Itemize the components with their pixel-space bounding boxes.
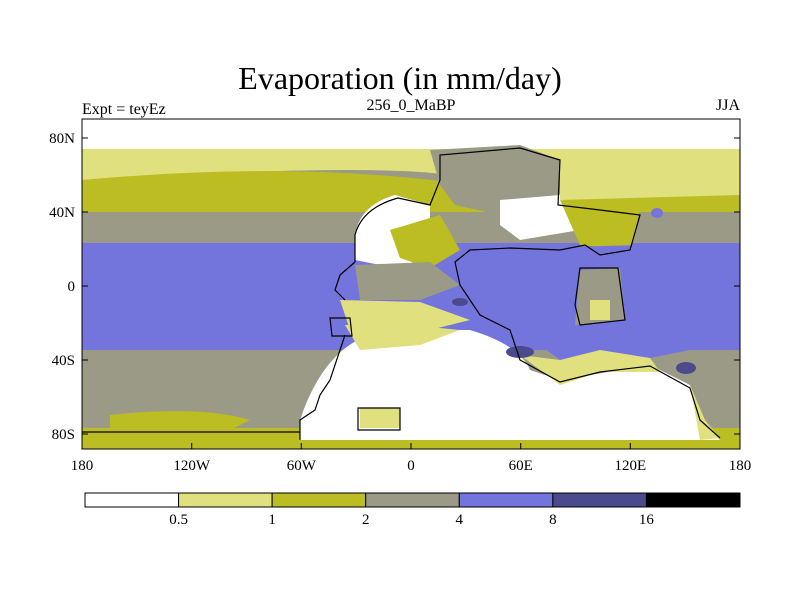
colorbar-swatch: [178, 492, 273, 508]
x-tick-label: 60W: [287, 458, 317, 474]
colorbar-label: 4: [456, 512, 464, 528]
colorbar-swatch: [458, 492, 554, 508]
period-label: 256_0_MaBP: [366, 97, 456, 114]
colorbar-label: 0.5: [169, 512, 188, 528]
y-axis-ticks: [82, 137, 740, 435]
colorbar-swatch: [271, 492, 367, 508]
colorbar-swatch: [645, 492, 741, 508]
y-tick-label: 80S: [52, 427, 75, 443]
colorbar-label: 2: [362, 512, 370, 528]
experiment-label: Expt = teyEz: [82, 101, 166, 118]
x-axis-ticks: [81, 443, 741, 449]
x-tick-label: 180: [71, 458, 94, 474]
x-tick-label: 0: [407, 458, 415, 474]
colorbar: 0.5 1 2 4 8 16: [84, 492, 741, 528]
season-label: JJA: [715, 97, 740, 114]
x-tick-label: 180: [729, 458, 752, 474]
map-title: Evaporation (in mm/day): [238, 60, 562, 96]
colorbar-label: 8: [549, 512, 557, 528]
x-tick-label: 120W: [173, 458, 211, 474]
y-tick-label: 80N: [49, 131, 75, 147]
colorbar-label: 1: [268, 512, 276, 528]
x-tick-label: 120E: [614, 458, 646, 474]
colorbar-swatch: [365, 492, 460, 508]
colorbar-swatch: [84, 492, 180, 508]
y-tick-label: 40N: [49, 205, 75, 221]
colorbar-swatch: [552, 492, 647, 508]
colorbar-label: 16: [639, 512, 655, 528]
y-tick-label: 0: [68, 279, 76, 295]
map-field: [82, 119, 740, 449]
x-tick-label: 60E: [509, 458, 533, 474]
y-tick-label: 40S: [52, 353, 75, 369]
